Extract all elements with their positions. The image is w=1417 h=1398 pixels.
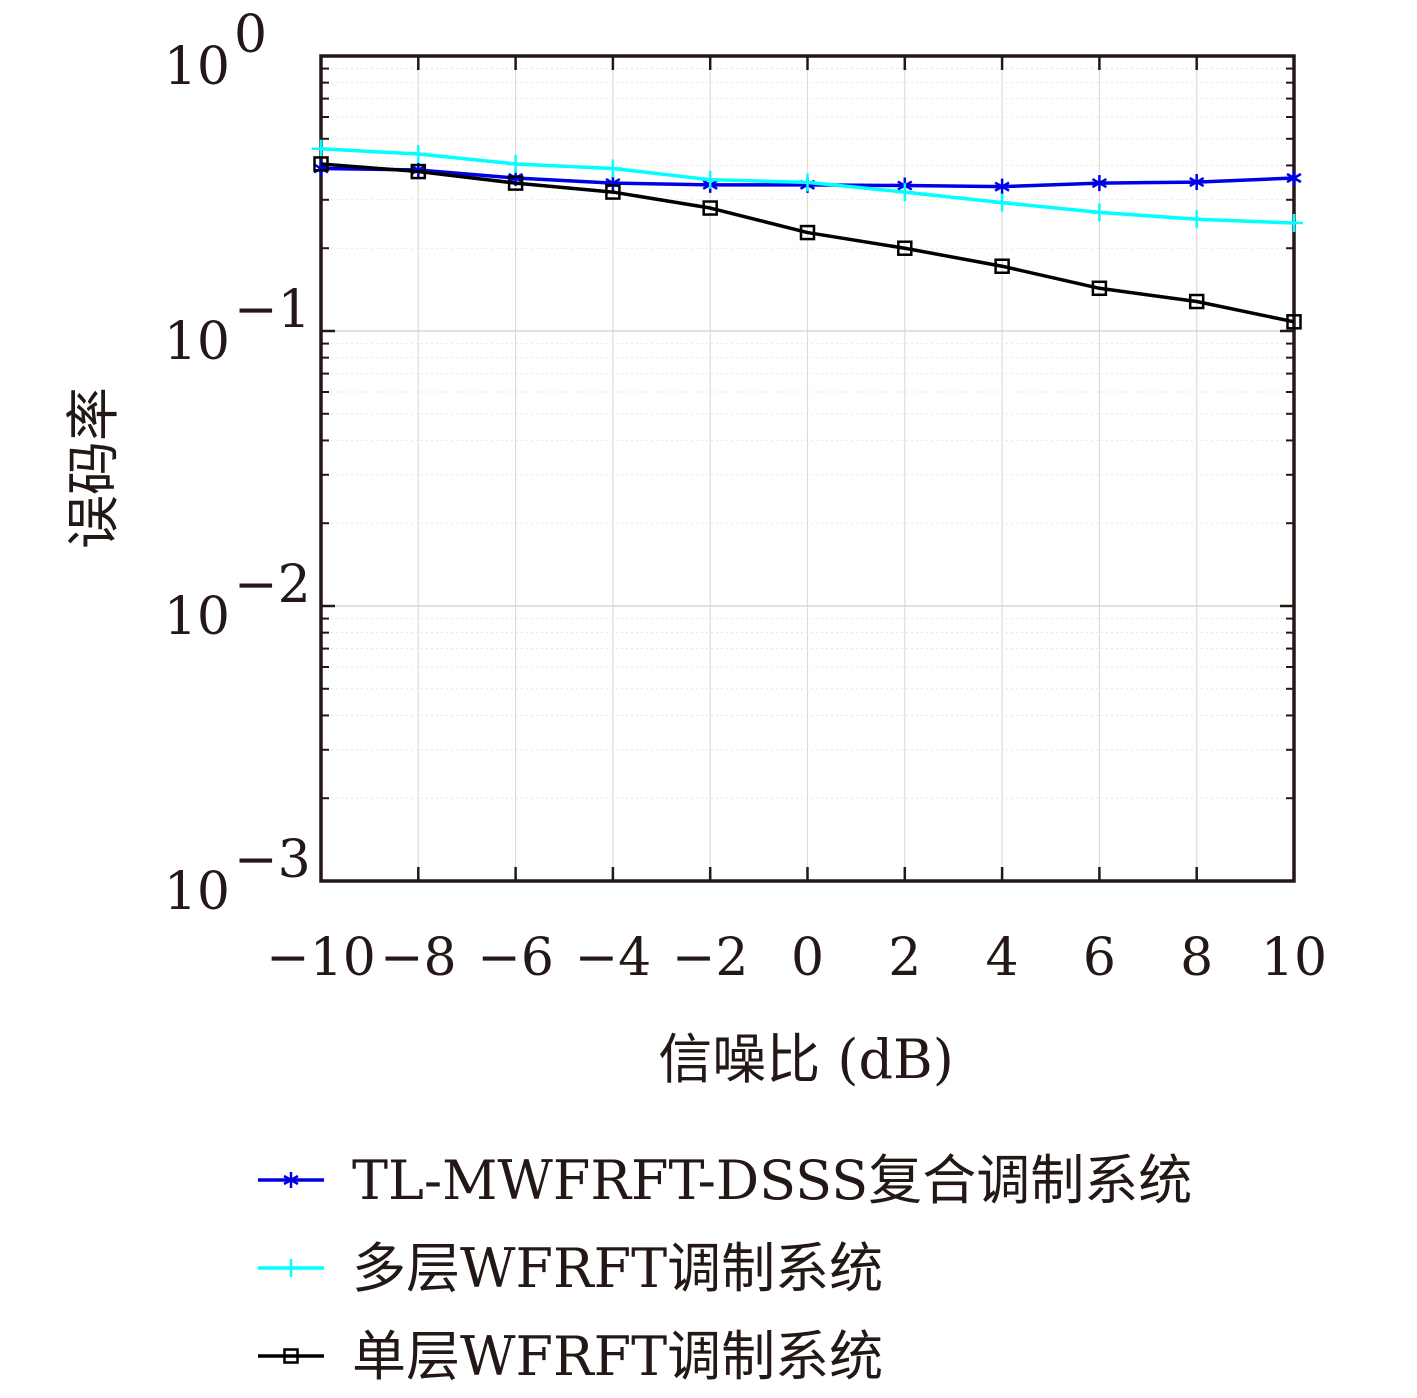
- marker-stroke: [1286, 172, 1302, 184]
- legend-entry: TL-MWFRFT-DSSS复合调制系统: [258, 1149, 1192, 1212]
- data-point-marker: [507, 175, 524, 191]
- data-point-marker: [1286, 314, 1302, 330]
- legend-entry: 多层WFRFT调制系统: [258, 1237, 883, 1300]
- data-point-marker: [283, 1172, 299, 1188]
- x-tick-label: −10: [266, 928, 376, 988]
- y-tick-base: 10: [164, 587, 230, 647]
- data-point-marker: [799, 224, 816, 241]
- data-point-marker: [895, 183, 914, 202]
- x-tick-label: −4: [575, 928, 652, 988]
- data-point-marker: [282, 1259, 300, 1277]
- data-point-marker: [605, 184, 621, 200]
- data-point-marker: [312, 139, 330, 158]
- plot-frame: [319, 54, 1296, 883]
- legend-label: 单层WFRFT调制系统: [352, 1325, 883, 1388]
- marker-stroke: [1091, 178, 1107, 189]
- data-point-marker: [1188, 293, 1205, 310]
- y-tick-label: 10−1: [164, 280, 311, 372]
- data-point-marker: [798, 173, 817, 192]
- series-layer: [312, 139, 1303, 330]
- legend-label: TL-MWFRFT-DSSS复合调制系统: [352, 1149, 1192, 1212]
- y-tick-label: 10−3: [164, 830, 311, 922]
- x-tick-label: 4: [986, 928, 1019, 988]
- data-point-marker: [1286, 170, 1302, 187]
- data-point-marker: [1091, 175, 1107, 192]
- data-point-marker: [1091, 280, 1108, 297]
- data-point-marker: [1090, 203, 1109, 222]
- data-point-marker: [409, 145, 428, 164]
- data-point-marker: [313, 156, 329, 172]
- data-point-marker: [897, 240, 913, 256]
- x-tick-label: −2: [672, 928, 749, 988]
- series-2: [312, 139, 1303, 233]
- x-tick-label: −6: [477, 928, 554, 988]
- data-point-marker: [701, 170, 720, 189]
- y-tick-label: 100: [164, 5, 267, 97]
- y-tick-exponent: 0: [234, 5, 267, 65]
- y-tick-base: 10: [164, 862, 230, 922]
- y-tick-label: 10−2: [164, 555, 311, 647]
- series-line: [320, 162, 1295, 324]
- y-tick-exponent: −2: [234, 555, 311, 615]
- data-point-marker: [702, 200, 718, 216]
- x-tick-label: 2: [888, 928, 921, 988]
- data-point-marker: [283, 1348, 299, 1364]
- x-tick-label: 8: [1180, 928, 1213, 988]
- data-point-marker: [410, 163, 427, 180]
- y-tick-base: 10: [164, 37, 230, 97]
- legend: TL-MWFRFT-DSSS复合调制系统多层WFRFT调制系统单层WFRFT调制…: [258, 1149, 1192, 1388]
- marker-stroke: [1189, 176, 1205, 188]
- data-point-marker: [1189, 174, 1205, 191]
- marker-stroke: [283, 1174, 299, 1186]
- y-tick-exponent: −3: [234, 830, 311, 890]
- data-point-marker: [1187, 210, 1206, 229]
- data-point-marker: [994, 258, 1010, 274]
- marker-stroke: [994, 181, 1010, 192]
- axes: [319, 54, 1296, 883]
- series-3: [313, 156, 1302, 330]
- x-axis-title: 信噪比 (dB): [658, 1028, 954, 1091]
- data-point-marker: [603, 159, 622, 178]
- legend-label: 多层WFRFT调制系统: [352, 1237, 883, 1300]
- x-tick-label: 10: [1261, 928, 1327, 988]
- data-point-marker: [993, 193, 1012, 212]
- data-point-marker: [506, 154, 525, 173]
- x-tick-label: 6: [1083, 928, 1116, 988]
- data-point-marker: [994, 178, 1010, 195]
- x-tick-label: 0: [791, 928, 824, 988]
- y-axis-title: 误码率: [62, 387, 125, 549]
- y-tick-exponent: −1: [234, 280, 311, 340]
- y-tick-base: 10: [164, 312, 230, 372]
- x-tick-label: −8: [380, 928, 457, 988]
- data-point-marker: [1285, 214, 1303, 233]
- legend-entry: 单层WFRFT调制系统: [258, 1325, 883, 1388]
